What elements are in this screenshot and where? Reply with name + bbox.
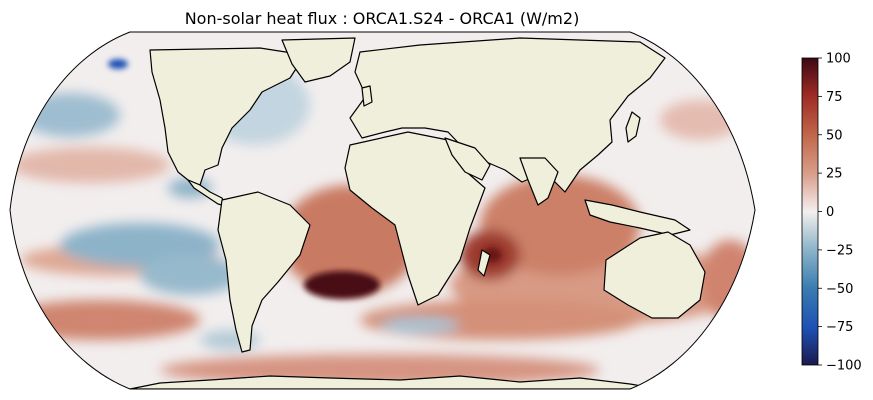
- warm-band-north-pacific: [10, 147, 170, 183]
- colorbar-tick-label: 100: [826, 52, 851, 67]
- colorbar-tick-label: −100: [826, 359, 862, 374]
- warm-southern-ocean-west: [10, 300, 200, 340]
- warm-north-pacific-east: [660, 100, 740, 140]
- colorbar: 100 75 50 25 0 −25 −50 −75 −100: [801, 52, 862, 374]
- warm-tasman: [700, 240, 755, 320]
- globe-outline: [9, 31, 756, 390]
- colorbar-tick-label: −25: [826, 243, 853, 258]
- map-globe: [9, 31, 756, 390]
- extreme-warm-south-atlantic: [304, 271, 380, 299]
- chart-title: Non-solar heat flux : ORCA1.S24 - ORCA1 …: [185, 9, 580, 28]
- south-america: [217, 191, 311, 353]
- colorbar-gradient: [801, 57, 819, 366]
- cool-southern-ocean-patch: [380, 317, 460, 333]
- madagascar: [477, 249, 491, 277]
- north-america: [149, 47, 306, 186]
- british-isles: [361, 85, 373, 107]
- arabia: [444, 137, 491, 181]
- extreme-cool-labrador: [108, 59, 128, 69]
- australia: [603, 231, 706, 319]
- land-masses: [129, 37, 743, 389]
- indonesia: [584, 199, 691, 236]
- colorbar-tick-label: 75: [826, 90, 843, 105]
- colorbar-tick-label: 50: [826, 128, 843, 143]
- antarctica: [129, 375, 661, 389]
- greenland: [281, 37, 356, 83]
- japan: [625, 111, 641, 143]
- colorbar-tick-label: −50: [826, 282, 853, 297]
- warm-indian-ocean: [480, 175, 640, 275]
- cool-south-pacific: [140, 255, 240, 295]
- cool-north-pacific: [20, 93, 120, 137]
- new-zealand: [725, 299, 743, 331]
- colorbar-ticks: 100 75 50 25 0 −25 −50 −75 −100: [818, 52, 862, 374]
- colorbar-tick-label: −75: [826, 320, 853, 335]
- colorbar-tick-label: 0: [826, 205, 834, 220]
- colorbar-tick-label: 25: [826, 167, 843, 182]
- india: [519, 157, 559, 206]
